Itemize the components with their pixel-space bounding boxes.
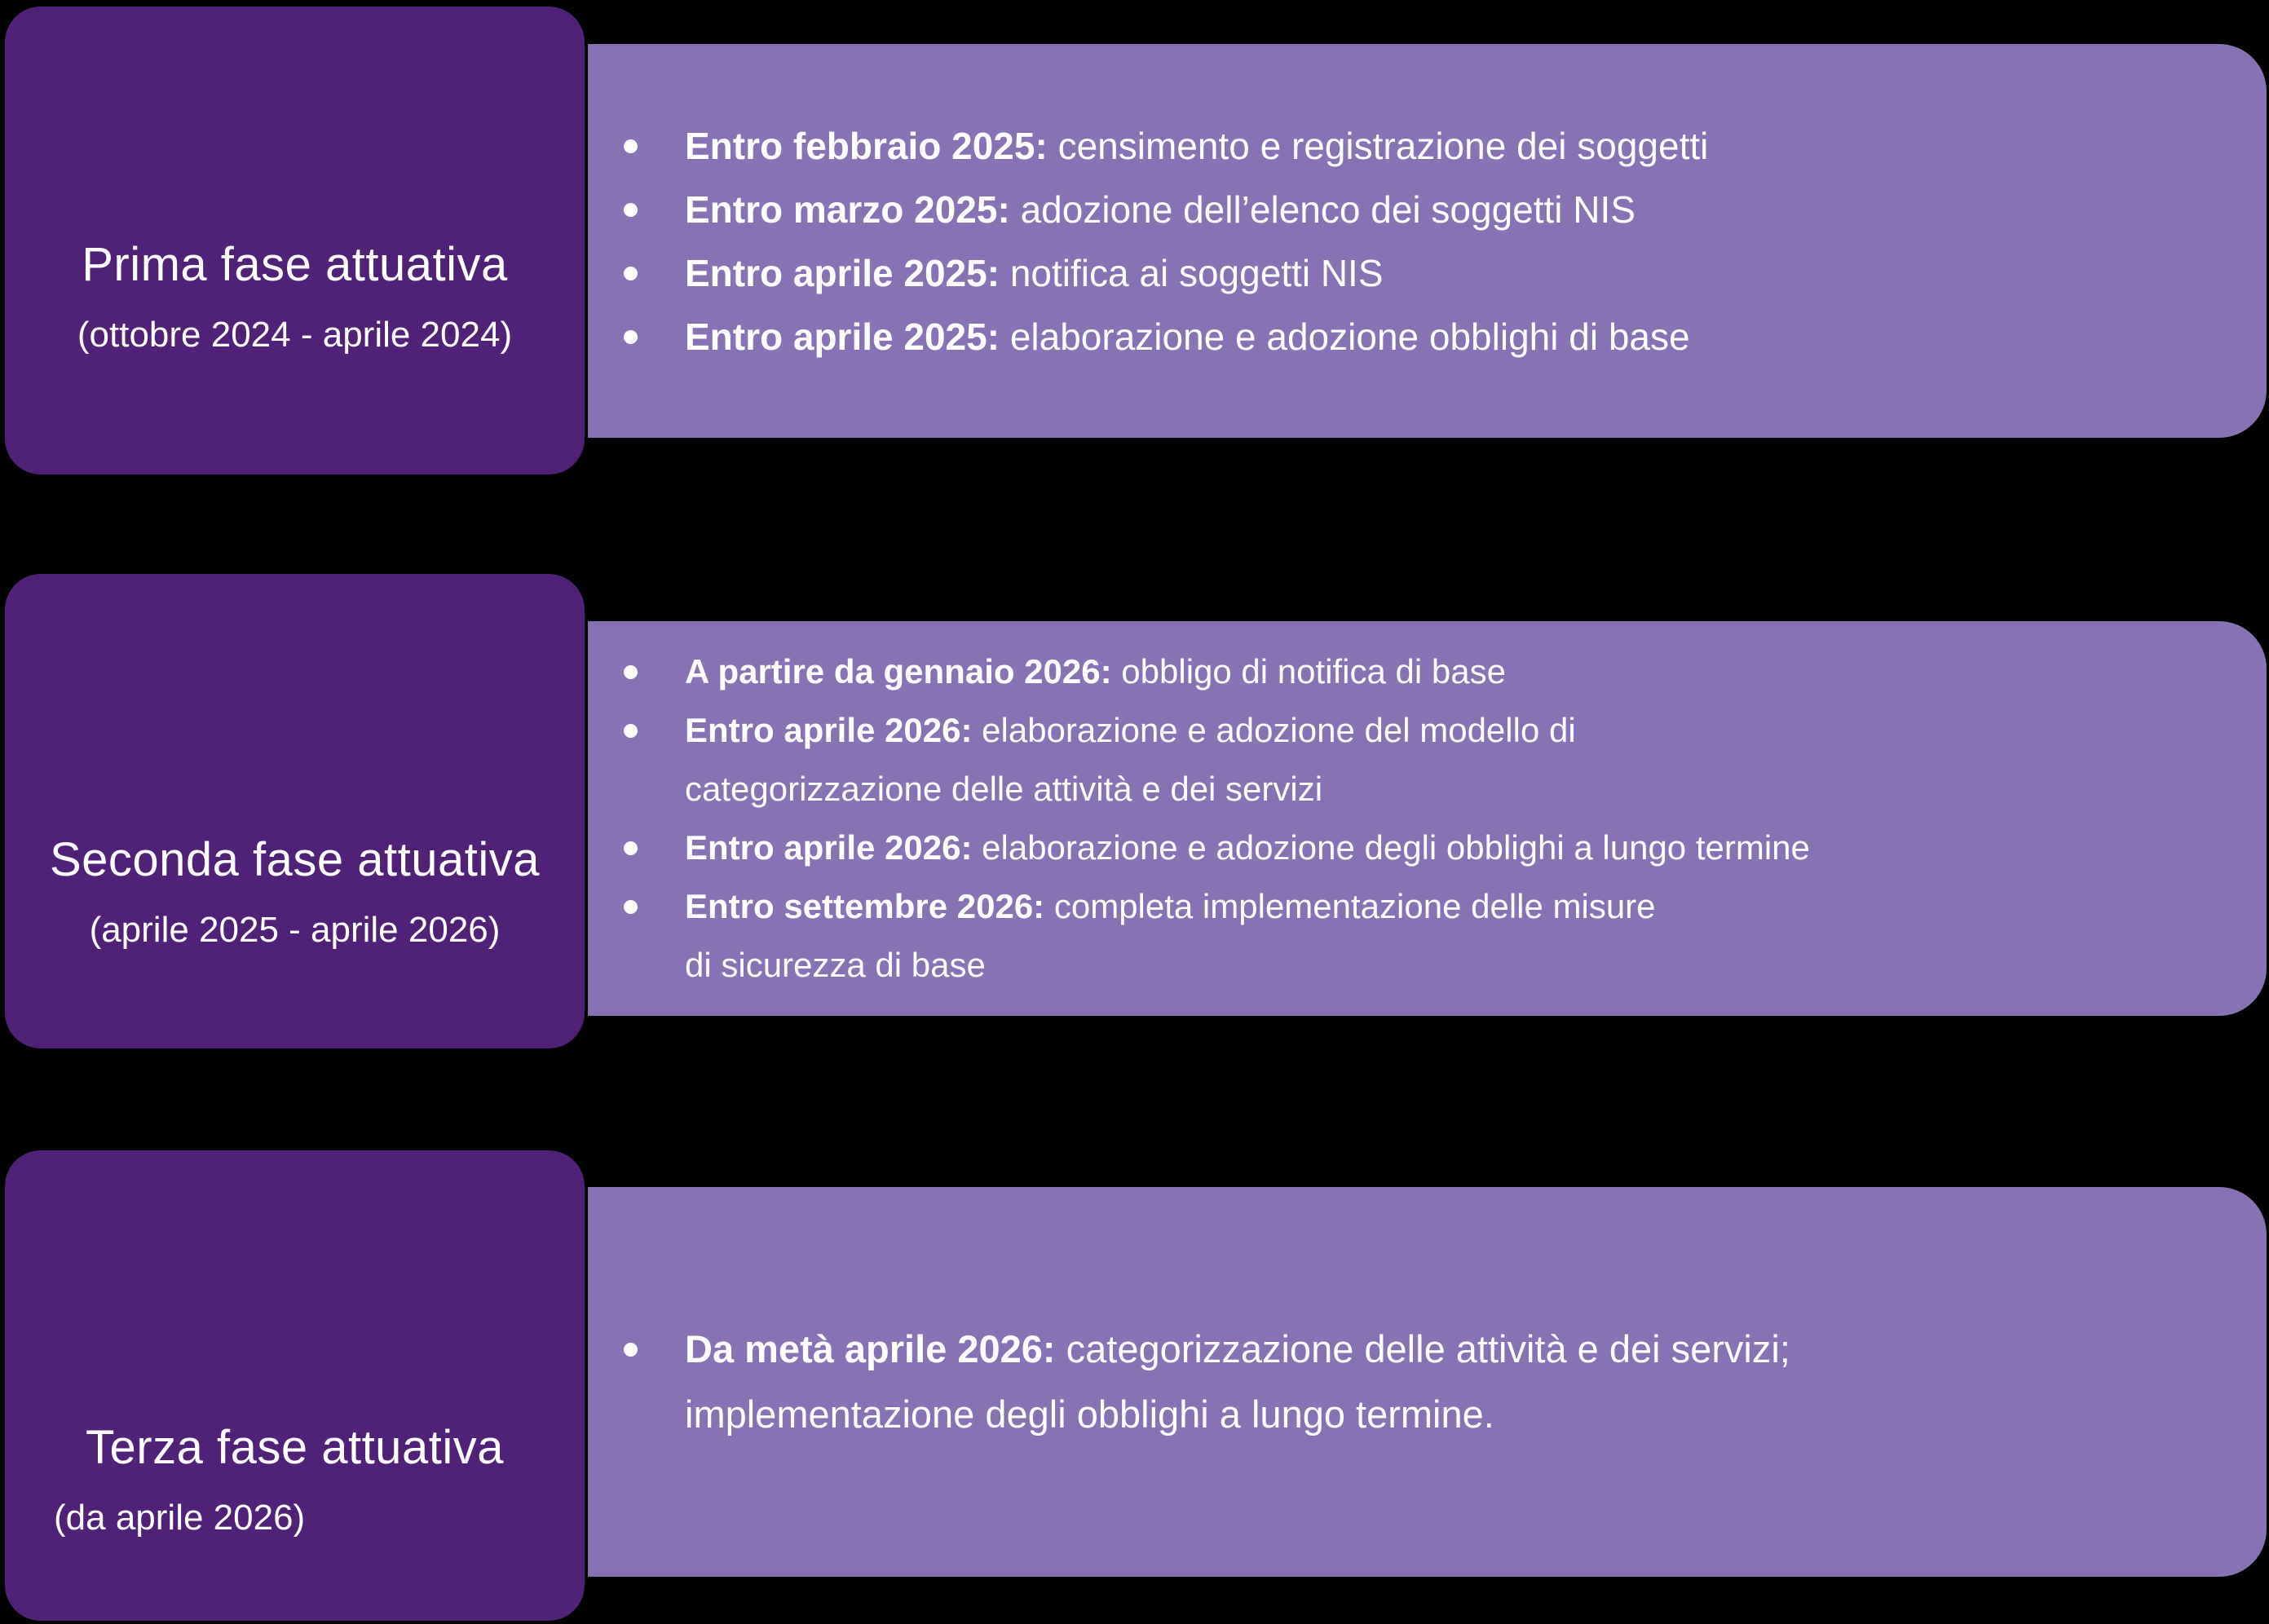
- bullet-description: elaborazione e adozione del modello di c…: [685, 711, 1576, 808]
- phase-3-bullet-list: Da metà aprile 2026: categorizzazione de…: [588, 1317, 2267, 1447]
- bullet-dot-icon: [624, 724, 638, 738]
- phase-2-label-box: Seconda fase attuativa (aprile 2025 - ap…: [5, 574, 585, 1048]
- timeline-bullet: Entro settembre 2026: completa implement…: [588, 877, 2239, 995]
- bullet-description: completa implementazione delle misure di…: [685, 887, 1656, 984]
- timeline-bullet: Entro aprile 2025: elaborazione e adozio…: [588, 305, 2239, 368]
- bullet-deadline: Entro aprile 2025:: [685, 251, 1010, 294]
- bullet-description: adozione dell’elenco dei soggetti NIS: [1020, 188, 1636, 231]
- timeline-bullet: Entro aprile 2025: notifica ai soggetti …: [588, 241, 2239, 305]
- bullet-deadline: Entro febbraio 2025:: [685, 124, 1058, 167]
- bullet-deadline: Entro aprile 2026:: [685, 828, 982, 867]
- bullet-dot-icon: [624, 841, 638, 855]
- timeline-bullet: Entro aprile 2026: elaborazione e adozio…: [588, 819, 2239, 877]
- phase-3-label-box: Terza fase attuativa (da aprile 2026): [5, 1150, 585, 1621]
- timeline-bullet: A partire da gennaio 2026: obbligo di no…: [588, 642, 2239, 701]
- phase-2-detail-box: A partire da gennaio 2026: obbligo di no…: [588, 621, 2267, 1016]
- phase-1-label-box: Prima fase attuativa (ottobre 2024 - apr…: [5, 7, 585, 474]
- bullet-description: elaborazione e adozione obblighi di base: [1009, 315, 1690, 358]
- bullet-description: categorizzazione delle attività e dei se…: [685, 1327, 1790, 1436]
- timeline-bullet: Entro febbraio 2025: censimento e regist…: [588, 114, 2239, 178]
- phase-1-bullet-list: Entro febbraio 2025: censimento e regist…: [588, 114, 2267, 368]
- bullet-dot-icon: [624, 900, 638, 914]
- phase-1-detail-box: Entro febbraio 2025: censimento e regist…: [588, 44, 2267, 438]
- bullet-deadline: Entro aprile 2025:: [685, 315, 1010, 358]
- bullet-description: elaborazione e adozione degli obblighi a…: [982, 828, 1810, 867]
- bullet-description: notifica ai soggetti NIS: [1009, 251, 1384, 294]
- phase-2-date-range: (aprile 2025 - aprile 2026): [89, 910, 501, 950]
- bullet-dot-icon: [624, 139, 638, 153]
- bullet-description: obbligo di notifica di base: [1121, 652, 1506, 691]
- bullet-deadline: Da metà aprile 2026:: [685, 1327, 1066, 1370]
- phase-3-title: Terza fase attuativa: [86, 1421, 504, 1474]
- phase-1-title: Prima fase attuativa: [82, 238, 508, 291]
- bullet-deadline: Entro settembre 2026:: [685, 887, 1054, 925]
- timeline-bullet: Entro marzo 2025: adozione dell’elenco d…: [588, 178, 2239, 241]
- bullet-deadline: Entro aprile 2026:: [685, 711, 982, 749]
- phase-2-bullet-list: A partire da gennaio 2026: obbligo di no…: [588, 642, 2267, 995]
- timeline-bullet: Entro aprile 2026: elaborazione e adozio…: [588, 701, 2239, 819]
- bullet-dot-icon: [624, 1343, 638, 1357]
- bullet-description: censimento e registrazione dei soggetti: [1057, 124, 1709, 167]
- bullet-deadline: A partire da gennaio 2026:: [685, 652, 1122, 691]
- bullet-dot-icon: [624, 266, 638, 280]
- bullet-dot-icon: [624, 202, 638, 217]
- phase-1-date-range: (ottobre 2024 - aprile 2024): [77, 315, 513, 355]
- bullet-deadline: Entro marzo 2025:: [685, 188, 1021, 231]
- phase-3-date-range: (da aprile 2026): [54, 1498, 306, 1538]
- bullet-dot-icon: [624, 665, 638, 679]
- phase-2-title: Seconda fase attuativa: [49, 833, 541, 886]
- bullet-dot-icon: [624, 329, 638, 344]
- phase-3-detail-box: Da metà aprile 2026: categorizzazione de…: [588, 1187, 2267, 1577]
- timeline-bullet: Da metà aprile 2026: categorizzazione de…: [588, 1317, 2239, 1447]
